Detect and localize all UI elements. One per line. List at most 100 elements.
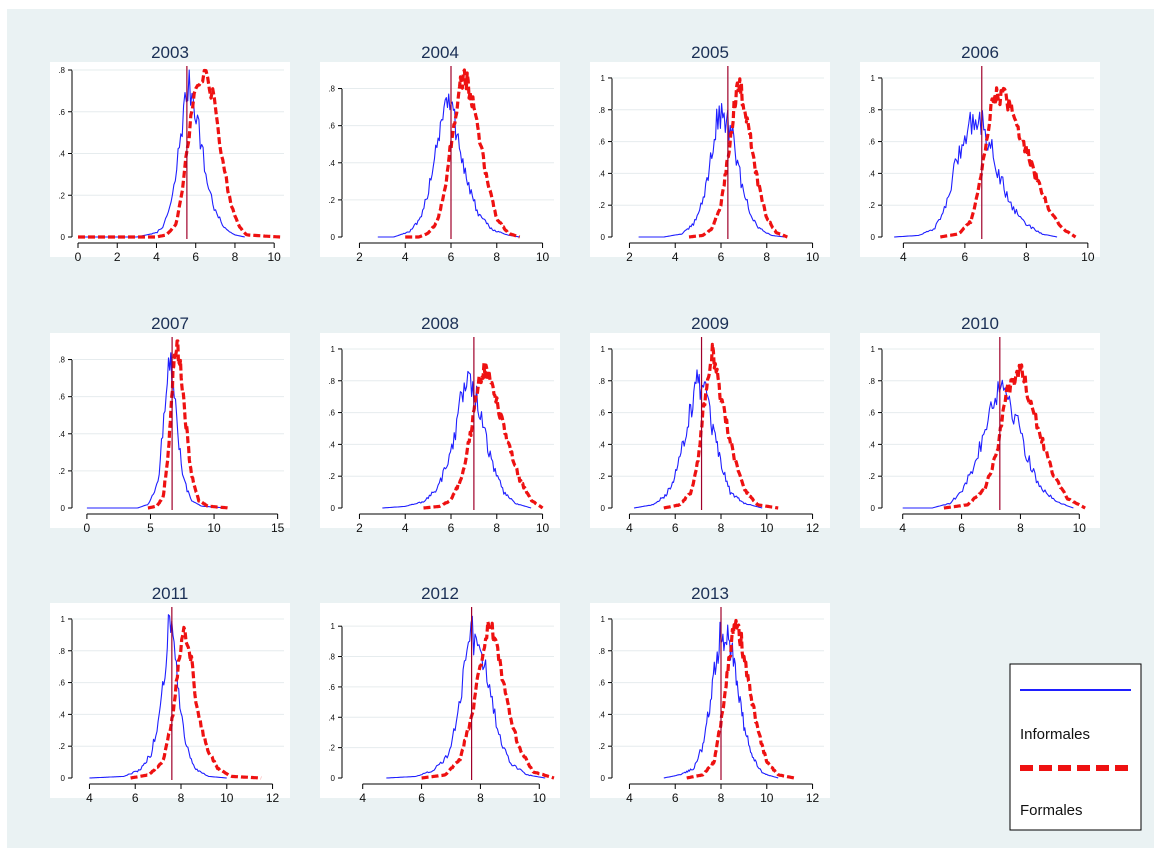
- x-tick-label: 4: [626, 521, 633, 535]
- panel-title-2008: 2008: [421, 314, 459, 333]
- y-tick-label: .2: [868, 201, 875, 210]
- x-tick-label: 8: [493, 521, 500, 535]
- legend-label-formales: Formales: [1020, 802, 1083, 819]
- panel-title-2006: 2006: [961, 43, 999, 62]
- y-tick-label: .2: [58, 742, 65, 751]
- x-tick-label: 10: [536, 250, 550, 264]
- series-line-informales: [633, 369, 763, 509]
- panel-title-2011: 2011: [152, 584, 189, 603]
- y-tick-label: 1: [61, 615, 66, 624]
- x-tick-label: 0: [75, 250, 82, 264]
- series-line-informales: [386, 615, 546, 779]
- panel-2009: 2009 0 .2 .4 .6 .8 1 4 6 8 10 12: [590, 314, 830, 535]
- y-tick-label: 0: [601, 233, 606, 242]
- x-tick-label: 6: [418, 791, 425, 805]
- y-tick-label: .6: [58, 393, 65, 402]
- y-tick-label: .8: [58, 66, 65, 75]
- x-tick-label: 6: [672, 791, 679, 805]
- y-tick-label: .6: [868, 138, 875, 147]
- x-tick-label: 8: [718, 791, 725, 805]
- legend-label-informales: Informales: [1020, 726, 1090, 743]
- panel-2007: 2007 0 .2 .4 .6 .8 0 5 10 15: [50, 314, 290, 535]
- x-tick-label: 6: [718, 250, 725, 264]
- x-tick-label: 8: [1023, 250, 1030, 264]
- series-line-informales: [902, 379, 1074, 509]
- x-tick-label: 6: [132, 791, 139, 805]
- x-tick-label: 4: [899, 521, 906, 535]
- x-tick-label: 0: [84, 521, 91, 535]
- x-tick-label: 5: [147, 521, 154, 535]
- y-tick-label: .4: [598, 169, 605, 178]
- y-tick-label: 0: [601, 504, 606, 513]
- y-tick-label: .8: [328, 653, 335, 662]
- y-tick-label: 0: [61, 504, 66, 513]
- y-tick-label: 1: [331, 622, 336, 631]
- series-line-informales: [638, 103, 786, 238]
- y-tick-label: .4: [598, 710, 605, 719]
- panel-title-2004: 2004: [421, 43, 459, 62]
- series-line-formales: [404, 68, 521, 239]
- y-tick-label: .6: [598, 409, 605, 418]
- y-tick-label: .6: [598, 138, 605, 147]
- x-tick-label: 2: [356, 250, 363, 264]
- series-line-formales: [422, 361, 544, 510]
- x-tick-label: 15: [271, 521, 285, 535]
- x-tick-label: 12: [266, 791, 280, 805]
- x-tick-label: 2: [626, 250, 633, 264]
- y-tick-label: .4: [58, 710, 65, 719]
- y-tick-label: .4: [328, 713, 335, 722]
- x-tick-label: 4: [900, 250, 907, 264]
- x-tick-label: 4: [153, 250, 160, 264]
- y-tick-label: .4: [58, 150, 65, 159]
- x-tick-label: 8: [493, 250, 500, 264]
- y-tick-label: .8: [868, 377, 875, 386]
- y-tick-label: 0: [61, 774, 66, 783]
- panel-background: [320, 333, 560, 528]
- panel-2006: 2006 0 .2 .4 .6 .8 1 4 6 8 10: [860, 43, 1100, 264]
- y-tick-label: .6: [58, 108, 65, 117]
- panel-background: [590, 333, 830, 528]
- y-tick-label: 1: [601, 74, 606, 83]
- y-tick-label: .4: [868, 169, 875, 178]
- x-tick-label: 6: [672, 521, 679, 535]
- series-line-informales: [89, 614, 227, 779]
- x-tick-label: 6: [962, 250, 969, 264]
- x-tick-label: 10: [536, 521, 550, 535]
- x-tick-label: 8: [1017, 521, 1024, 535]
- panel-2004: 2004 0 .2 .4 .6 .8 2 4 6 8 10: [320, 43, 560, 264]
- series-line-formales: [663, 342, 779, 510]
- x-tick-label: 10: [207, 521, 221, 535]
- y-tick-label: 1: [871, 345, 876, 354]
- y-tick-label: 0: [871, 233, 876, 242]
- y-tick-label: .8: [58, 356, 65, 365]
- y-tick-label: 1: [601, 615, 606, 624]
- legend-box: [1009, 663, 1142, 831]
- y-tick-label: .2: [328, 472, 335, 481]
- series-line-formales: [78, 68, 281, 239]
- x-tick-label: 10: [760, 521, 774, 535]
- series-line-informales: [377, 93, 520, 238]
- y-tick-label: .2: [868, 472, 875, 481]
- y-tick-label: .2: [328, 196, 335, 205]
- y-tick-label: .6: [598, 679, 605, 688]
- panel-title-2007: 2007: [151, 314, 189, 333]
- y-tick-label: .4: [328, 440, 335, 449]
- y-tick-label: .2: [58, 467, 65, 476]
- panel-2008: 2008 0 .2 .4 .6 .8 1 2 4 6 8 10: [320, 314, 560, 535]
- x-tick-label: 4: [402, 250, 409, 264]
- panel-background: [50, 62, 290, 257]
- x-tick-label: 2: [356, 521, 363, 535]
- series-line-formales: [688, 77, 789, 239]
- y-tick-label: .2: [58, 191, 65, 200]
- y-tick-label: .6: [328, 409, 335, 418]
- panel-background: [860, 333, 1100, 528]
- y-tick-label: .4: [868, 440, 875, 449]
- y-tick-label: 1: [871, 74, 876, 83]
- x-tick-label: 8: [232, 250, 239, 264]
- y-tick-label: .6: [328, 122, 335, 131]
- y-tick-label: .8: [598, 647, 605, 656]
- y-tick-label: 0: [331, 504, 336, 513]
- y-tick-label: .4: [58, 430, 65, 439]
- x-tick-label: 12: [806, 791, 820, 805]
